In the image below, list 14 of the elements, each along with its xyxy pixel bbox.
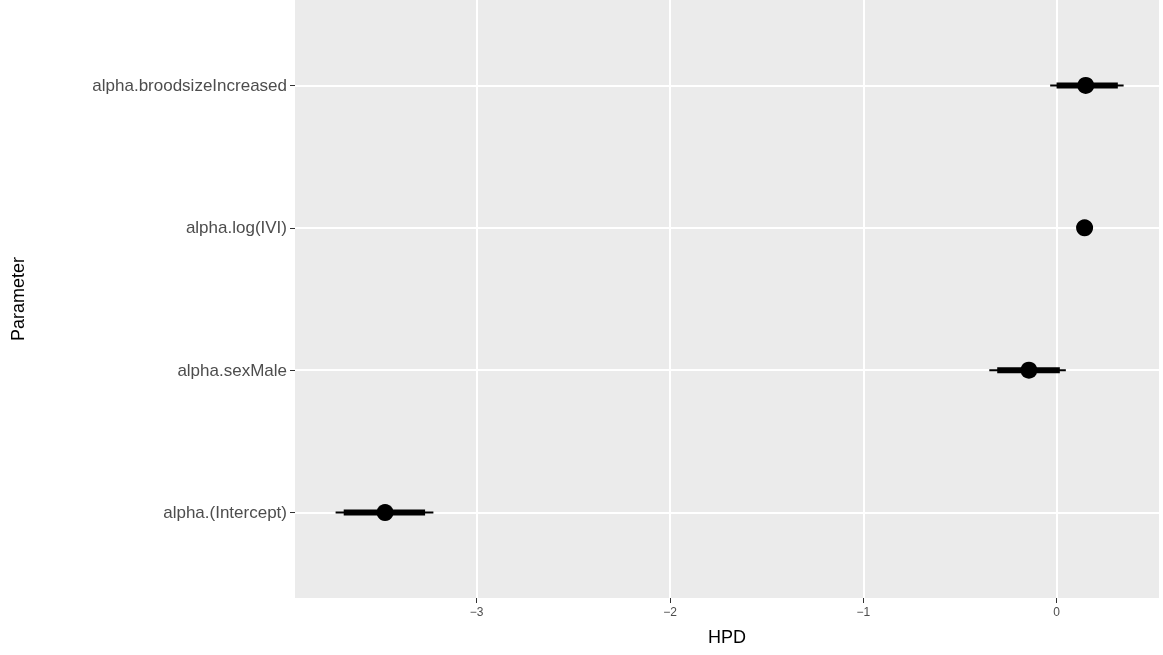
y-tick-label: alpha.broodsizeIncreased [92, 75, 287, 95]
x-tick-label: −1 [856, 605, 871, 619]
y-tick-label: alpha.sexMale [177, 360, 287, 380]
point [1077, 76, 1095, 94]
x-tick-label: −2 [663, 605, 678, 619]
x-axis-title: HPD [707, 627, 747, 647]
point [376, 504, 394, 522]
y-tick-label: alpha.log(IVI) [185, 218, 287, 238]
y-tick-label: alpha.(Intercept) [163, 503, 287, 523]
x-tick-label: 0 [1053, 605, 1061, 619]
point [1020, 361, 1038, 379]
y-axis-title: Parameter [8, 256, 28, 342]
x-tick-label: −3 [469, 605, 484, 619]
point [1076, 219, 1094, 237]
